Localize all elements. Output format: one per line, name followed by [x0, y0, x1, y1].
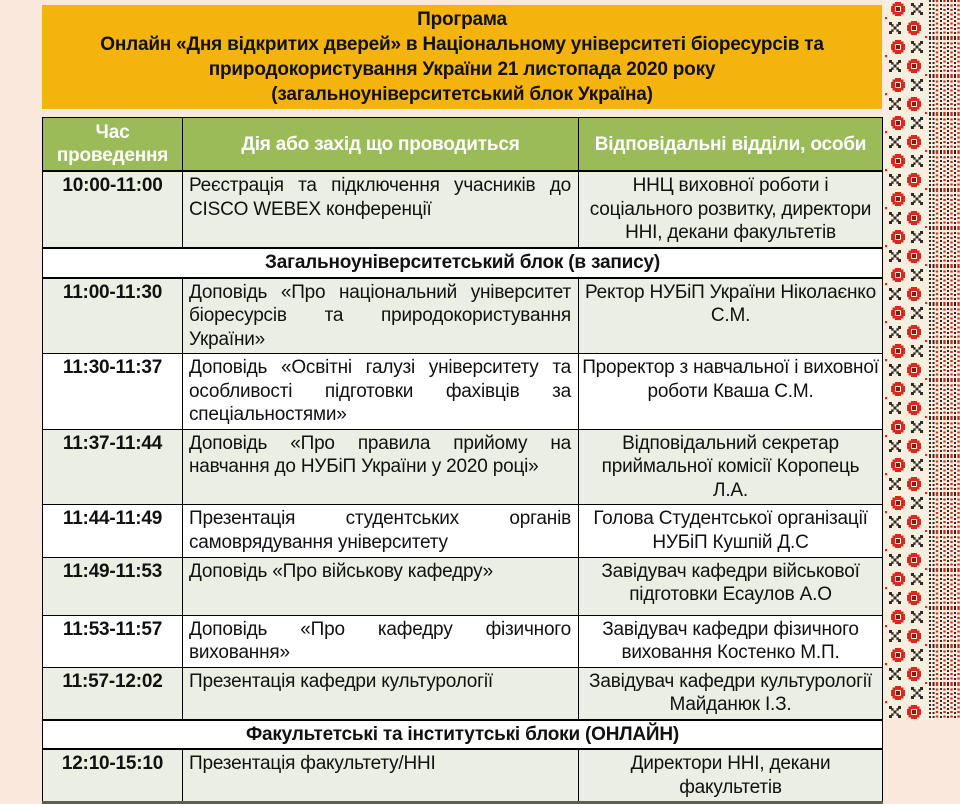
time-cell: 11:00-11:30 [42, 277, 183, 355]
table-row: 10:00-11:00 Реєстрація та підключення уча… [42, 170, 883, 249]
presentation-slide: Програма Онлайн «Дня відкритих дверей» в… [42, 0, 960, 804]
action-cell: Доповідь «Про національний університет б… [182, 277, 579, 355]
time-cell: 11:37-11:44 [42, 428, 183, 506]
table-row: 11:30-11:37 Доповідь «Освітні галузі унів… [42, 353, 883, 430]
action-cell: Доповідь «Освітні галузі університету та… [182, 353, 579, 430]
time-cell: 12:10-15:10 [42, 748, 183, 804]
action-cell: Реєстрація та підключення учасників до C… [182, 170, 579, 249]
action-cell: Доповідь «Про кафедру фізичного вихованн… [182, 614, 579, 668]
program-title-banner: Програма Онлайн «Дня відкритих дверей» в… [42, 5, 882, 109]
title-line-4: (загальноуніверситетський блок Україна) [271, 84, 653, 105]
responsible-cell: Голова Студентської організації НУБіП Ку… [578, 504, 883, 558]
section-label: Загальноуніверситетський блок (в запису) [42, 246, 883, 279]
time-cell: 10:00-11:00 [42, 170, 183, 249]
table-row: 11:49-11:53 Доповідь «Про військову кафед… [42, 556, 883, 616]
responsible-cell: Директори ННІ, декани факультетів [578, 748, 883, 804]
responsible-cell: ННЦ виховної роботи і соціального розвит… [578, 170, 883, 249]
action-cell: Презентація кафедри культурології [182, 666, 579, 721]
responsible-cell: Завідувач кафедри військової підготовки … [578, 556, 883, 616]
action-cell: Презентація студентських органів самовря… [182, 504, 579, 558]
action-cell: Доповідь «Про правила прийому на навчанн… [182, 428, 579, 506]
table-row: 11:53-11:57 Доповідь «Про кафедру фізично… [42, 614, 883, 668]
program-table: Час проведення Дія або захід що проводит… [42, 117, 883, 804]
time-cell: 11:49-11:53 [42, 556, 183, 616]
header-cell-responsible: Відповідальні відділи, особи [578, 117, 883, 173]
responsible-cell: Проректор з навчальної і виховної роботи… [578, 353, 883, 430]
section-row: Факультетські та інститутські блоки (ОНЛ… [42, 718, 883, 751]
responsible-cell: Завідувач кафедри фізичного виховання Ко… [578, 614, 883, 668]
title-line-2: Онлайн «Дня відкритих дверей» в Націонал… [100, 34, 824, 55]
time-cell: 11:30-11:37 [42, 353, 183, 430]
responsible-cell: Відповідальний секретар приймальної комі… [578, 428, 883, 506]
table-row: 11:57-12:02 Презентація кафедри культурол… [42, 666, 883, 721]
embroidery-border [884, 0, 960, 720]
table-row: 11:37-11:44 Доповідь «Про правила прийому… [42, 428, 883, 506]
table-header-row: Час проведення Дія або захід що проводит… [42, 117, 883, 173]
responsible-cell: Завідувач кафедри культурології Майданюк… [578, 666, 883, 721]
action-cell: Презентація факультету/ННІ [182, 748, 579, 804]
responsible-cell: Ректор НУБіП України Ніколаєнко С.М. [578, 277, 883, 355]
title-line-1: Програма [417, 9, 507, 30]
table-row: 11:44-11:49 Презентація студентських орга… [42, 504, 883, 558]
header-cell-action: Дія або захід що проводиться [182, 117, 579, 173]
header-cell-time: Час проведення [42, 117, 183, 173]
section-row: Загальноуніверситетський блок (в запису) [42, 246, 883, 279]
title-line-3: природокористування України 21 листопада… [208, 59, 716, 80]
time-cell: 11:53-11:57 [42, 614, 183, 668]
time-cell: 11:57-12:02 [42, 666, 183, 721]
table-row: 12:10-15:10 Презентація факультету/ННІ Дир… [42, 748, 883, 804]
time-cell: 11:44-11:49 [42, 504, 183, 558]
program-table-body: 10:00-11:00 Реєстрація та підключення уча… [42, 170, 883, 804]
section-label: Факультетські та інститутські блоки (ОНЛ… [42, 718, 883, 751]
action-cell: Доповідь «Про військову кафедру» [182, 556, 579, 616]
table-row: 11:00-11:30 Доповідь «Про національний ун… [42, 277, 883, 355]
